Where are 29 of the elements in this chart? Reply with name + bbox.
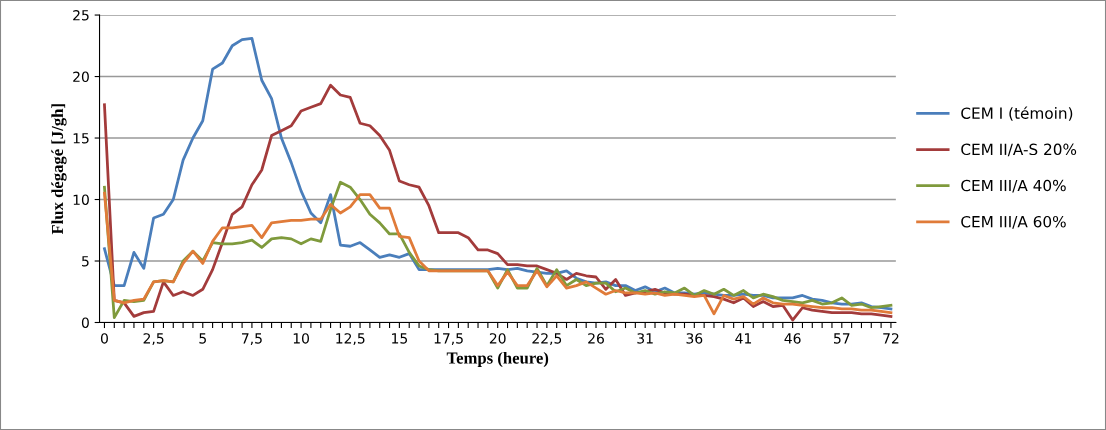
x-axis-title: Temps (heure) [446,351,549,368]
legend-label: CEM I (témoin) [961,106,1073,121]
y-tick-label: 25 [73,10,89,21]
y-tick-label: 0 [81,317,89,328]
legend-label: CEM III/A 40% [961,179,1066,193]
legend-label: CEM II/A-S 20% [961,143,1077,157]
y-tick-label: 5 [82,256,89,267]
x-tick-label: 46 [784,333,801,344]
x-tick-label: 5 [199,333,206,344]
x-tick-label: 26 [588,333,604,344]
x-tick-label: 20 [489,333,506,344]
x-tick-label: 22,5 [532,333,562,346]
y-axis-title: Flux dégagé [J/gh] [51,104,67,235]
x-tick-label: 57 [834,333,850,344]
x-tick-label: 10 [293,333,309,344]
x-tick-label: 72 [883,333,899,344]
x-tick-label: 12,5 [336,333,365,346]
x-tick-label: 15 [392,333,408,344]
x-tick-label: 31 [637,333,653,344]
y-tick-label: 20 [73,71,89,83]
x-tick-label: 17,5 [434,333,463,346]
x-tick-label: 41 [735,333,752,344]
x-tick-label: 2,5 [143,333,164,346]
y-tick-label: 15 [73,133,89,144]
x-tick-label: 36 [686,333,703,344]
x-tick-label: 0 [100,333,108,344]
x-tick-label: 7,5 [242,333,262,346]
y-tick-label: 10 [73,194,89,205]
legend-label: CEM III/A 60% [961,215,1066,229]
